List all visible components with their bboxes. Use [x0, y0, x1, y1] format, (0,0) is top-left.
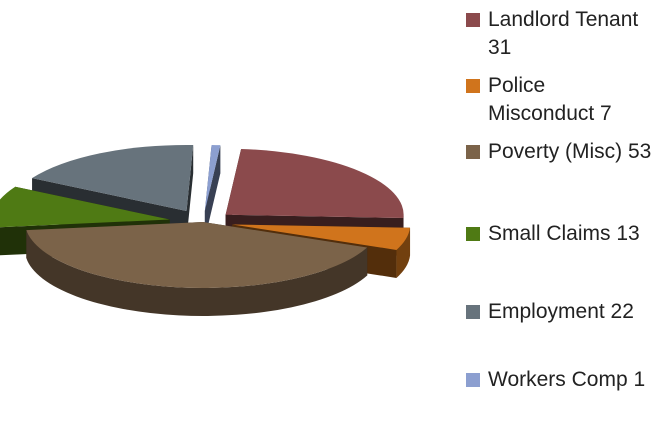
legend-label: Poverty (Misc) 53: [488, 140, 652, 163]
pie-slice: [204, 144, 221, 211]
legend-swatch: [466, 13, 480, 27]
legend-item: Landlord Tenant 31: [464, 6, 654, 72]
legend-swatch: [466, 227, 480, 241]
pie-slice: [0, 186, 170, 228]
pie-slice: [225, 148, 404, 219]
legend-label: Workers Comp 1: [488, 368, 646, 391]
legend-label: Employment 22: [488, 300, 634, 323]
pie-slice: [26, 222, 368, 289]
legend-swatch: [466, 79, 480, 93]
legend-item: Small Claims 13: [464, 220, 654, 298]
slice-side: [186, 145, 194, 239]
legend-label: Small Claims 13: [488, 222, 640, 245]
legend-swatch: [466, 373, 480, 387]
legend-item: Workers Comp 1: [464, 366, 654, 426]
pie-plot: [0, 144, 411, 317]
legend-item: Police Misconduct 7: [464, 72, 654, 138]
legend: Landlord Tenant 31 Police Misconduct 7 P…: [464, 6, 654, 426]
pie-slice: [232, 224, 411, 250]
legend-item: Employment 22: [464, 298, 654, 366]
pie-slice: [32, 144, 194, 211]
legend-swatch: [466, 305, 480, 319]
legend-label: Landlord Tenant 31: [488, 8, 639, 59]
slice-edge: [26, 230, 368, 317]
slice-side: [204, 145, 221, 239]
slice-edge: [396, 227, 411, 278]
legend-swatch: [466, 145, 480, 159]
legend-item: Poverty (Misc) 53: [464, 138, 654, 220]
legend-label: Police Misconduct 7: [488, 74, 612, 125]
